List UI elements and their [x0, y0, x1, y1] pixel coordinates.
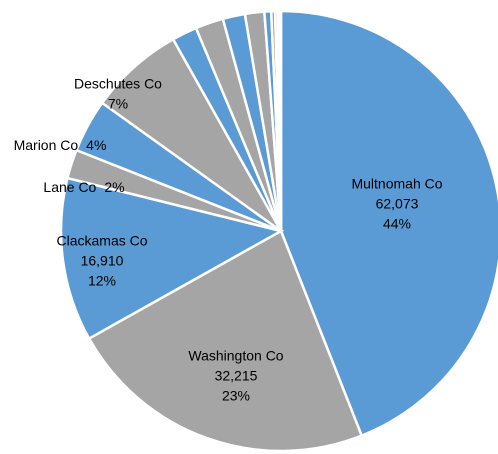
percent-label: 23%: [222, 388, 250, 404]
pie-slice: [278, 9, 283, 232]
percent-label: 4%: [86, 137, 106, 153]
value-label: 62,073: [376, 196, 419, 212]
slice-label: Marion Co: [14, 137, 79, 153]
value-label: 16,910: [81, 253, 124, 269]
slice-label-group: Lane Co 2%: [43, 179, 124, 195]
slice-label: Multnomah Co: [351, 176, 442, 192]
slice-label: Lane Co: [43, 179, 96, 195]
percent-label: 12%: [88, 273, 116, 289]
percent-label: 2%: [104, 179, 124, 195]
slice-label: Deschutes Co: [74, 76, 162, 92]
slice-label: Clackamas Co: [56, 233, 147, 249]
percent-label: 44%: [383, 216, 411, 232]
slice-label-group: Marion Co 4%: [14, 137, 107, 153]
pie-slice: [87, 229, 364, 453]
value-label: 32,215: [215, 368, 258, 384]
percent-label: 7%: [108, 96, 128, 112]
slice-label: Washington Co: [188, 348, 283, 364]
pie-slice: [279, 9, 498, 438]
